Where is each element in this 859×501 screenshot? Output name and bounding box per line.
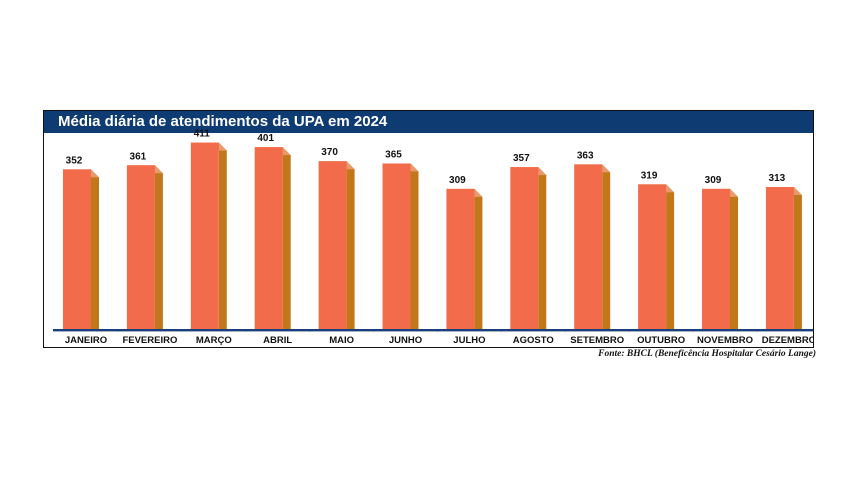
baseline-segment: [53, 329, 119, 332]
data-label: 352: [66, 155, 83, 166]
data-label: 401: [257, 133, 274, 144]
x-tick-label: JULHO: [453, 335, 485, 346]
baseline-segment: [436, 329, 503, 332]
bar-side: [410, 163, 419, 329]
data-label: 319: [641, 170, 658, 181]
x-tick-label: JUNHO: [389, 335, 422, 346]
baseline-segment: [244, 329, 311, 332]
chart-title-bar: Média diária de atendimentos da UPA em 2…: [44, 111, 813, 133]
bar: [63, 169, 91, 329]
bar: [574, 164, 603, 329]
bar: [446, 188, 475, 329]
bar: [702, 188, 730, 329]
chart-title: Média diária de atendimentos da UPA em 2…: [58, 113, 388, 130]
bar: [510, 167, 539, 329]
bar: [382, 163, 411, 329]
data-label: 363: [577, 150, 594, 161]
bar: [190, 142, 219, 329]
bar: [318, 161, 347, 329]
x-tick-label: NOVEMBRO: [697, 335, 753, 346]
x-tick-label: MAIO: [329, 335, 354, 346]
baseline-segment: [500, 329, 567, 332]
baseline-segment: [116, 329, 183, 332]
bar-side: [218, 142, 227, 329]
x-tick-label: DEZEMBRO: [762, 335, 814, 346]
baseline-segment: [692, 329, 758, 332]
bar: [638, 184, 667, 329]
x-tick-label: MARÇO: [196, 335, 232, 346]
bar-side: [91, 169, 99, 329]
baseline-segment: [628, 329, 695, 332]
baseline-segment: [755, 329, 813, 332]
bar-side: [282, 147, 291, 329]
baseline-segment: [180, 329, 247, 332]
x-tick-label: AGOSTO: [513, 335, 554, 346]
x-tick-label: SETEMBRO: [570, 335, 624, 346]
data-label: 313: [769, 173, 786, 184]
bar-side: [346, 161, 355, 329]
bar-side: [474, 188, 483, 329]
data-label: 309: [449, 175, 466, 186]
source-note: Fonte: BHCL (Beneficência Hospitalar Ces…: [598, 349, 816, 359]
baseline-segment: [372, 329, 439, 332]
bar: [765, 187, 794, 329]
bar-side: [793, 187, 802, 329]
bar-side: [730, 188, 738, 329]
data-label: 357: [513, 153, 530, 164]
bar: [126, 165, 155, 329]
data-label: 309: [705, 175, 722, 186]
x-tick-label: FEVEREIRO: [122, 335, 177, 346]
data-label: 411: [194, 129, 211, 140]
bar-chart: 352 JANEIRO 361 FEVEREIRO 411 MARÇO 401 ABRIL 37…: [53, 129, 814, 346]
x-tick-label: OUTUBRO: [637, 335, 685, 346]
data-label: 370: [321, 147, 338, 158]
baseline-segment: [564, 329, 631, 332]
bar: [254, 147, 283, 329]
x-tick-label: ABRIL: [263, 335, 292, 346]
baseline-segment: [308, 329, 375, 332]
bar-side: [538, 167, 547, 329]
chart-frame: Média diária de atendimentos da UPA em 2…: [43, 110, 814, 348]
data-label: 365: [385, 149, 402, 160]
bar-side: [602, 164, 611, 329]
bar-side: [154, 165, 163, 329]
bar-side: [666, 184, 675, 329]
x-tick-label: JANEIRO: [65, 335, 107, 346]
data-label: 361: [130, 151, 147, 162]
